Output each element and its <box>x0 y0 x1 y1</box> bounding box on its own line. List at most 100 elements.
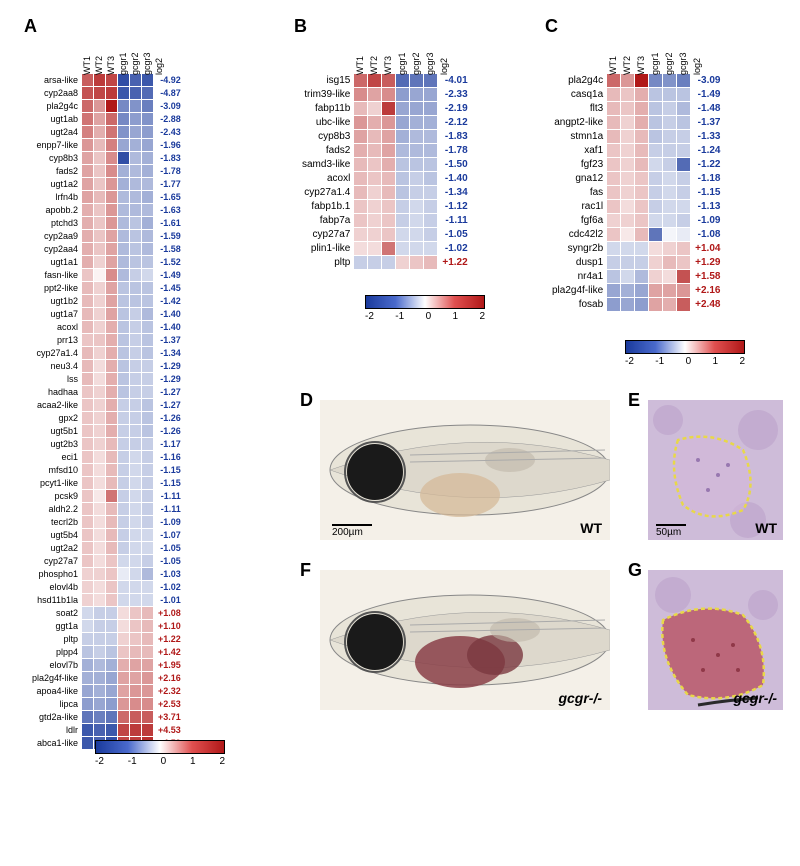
gene-label: ugt1a2 <box>31 178 81 190</box>
column-header: gcgr2 <box>410 31 423 73</box>
heatmap-row: plpp4+1.42 <box>31 646 182 658</box>
heatmap-cell <box>106 230 117 242</box>
heatmap-cell <box>118 698 129 710</box>
heatmap-cell <box>130 412 141 424</box>
panel-e-label: E <box>628 390 640 411</box>
heatmap-row: neu3.4-1.29 <box>31 360 182 372</box>
log2-value: -1.83 <box>438 130 468 143</box>
heatmap-cell <box>607 74 620 87</box>
heatmap-cell <box>663 102 676 115</box>
gene-label: arsa-like <box>31 74 81 86</box>
log2-value: +1.95 <box>154 659 182 671</box>
heatmap-cell <box>649 270 662 283</box>
heatmap-cell <box>677 102 690 115</box>
log2-value: -1.96 <box>154 139 182 151</box>
heatmap-cell <box>106 282 117 294</box>
heatmap-row: pla2g4c-3.09 <box>31 100 182 112</box>
heatmap-row: flt3-1.48 <box>551 102 721 115</box>
heatmap-cell <box>118 711 129 723</box>
heatmap-cell <box>130 555 141 567</box>
heatmap-row: fads2-1.78 <box>31 165 182 177</box>
gene-label: enpp7-like <box>31 139 81 151</box>
heatmap-cell <box>607 284 620 297</box>
heatmap-row: elovl7b+1.95 <box>31 659 182 671</box>
log2-value: +2.53 <box>154 698 182 710</box>
heatmap-cell <box>94 230 105 242</box>
gene-label: lipca <box>31 698 81 710</box>
heatmap-cell <box>94 659 105 671</box>
heatmap-row: fas-1.15 <box>551 186 721 199</box>
gene-label: nr4a1 <box>551 270 606 283</box>
gene-label: trim39-like <box>301 88 353 101</box>
gene-label: pla2g4c <box>31 100 81 112</box>
heatmap-cell <box>635 228 648 241</box>
heatmap-cell <box>382 172 395 185</box>
heatmap-cell <box>94 256 105 268</box>
heatmap-cell <box>663 116 676 129</box>
heatmap-cell <box>649 284 662 297</box>
tick: 0 <box>686 356 692 367</box>
heatmap-cell <box>396 88 409 101</box>
heatmap-row: ugt2a2-1.05 <box>31 542 182 554</box>
scalebar <box>656 524 686 526</box>
heatmap-cell <box>118 464 129 476</box>
log2-value: +1.22 <box>154 633 182 645</box>
heatmap-cell <box>82 321 93 333</box>
heatmap-cell <box>607 242 620 255</box>
heatmap-cell <box>424 200 437 213</box>
heatmap-cell <box>118 724 129 736</box>
heatmap-cell <box>94 646 105 658</box>
heatmap-cell <box>142 477 153 489</box>
heatmap-row: acoxl-1.40 <box>31 321 182 333</box>
gene-label: pltp <box>301 256 353 269</box>
column-header: WT3 <box>382 31 395 73</box>
heatmap-cell <box>354 186 367 199</box>
log2-value: -1.02 <box>154 581 182 593</box>
heatmap-cell <box>368 88 381 101</box>
heatmap-cell <box>607 172 620 185</box>
heatmap-cell <box>118 191 129 203</box>
log2-value: -1.61 <box>154 217 182 229</box>
gene-label: phospho1 <box>31 568 81 580</box>
heatmap-cell <box>118 581 129 593</box>
heatmap-cell <box>142 555 153 567</box>
gene-label: ugt2a2 <box>31 542 81 554</box>
heatmap-cell <box>82 490 93 502</box>
heatmap-cell <box>118 451 129 463</box>
heatmap-cell <box>607 270 620 283</box>
heatmap-cell <box>354 158 367 171</box>
heatmap-cell <box>142 126 153 138</box>
gene-label: ugt1a7 <box>31 308 81 320</box>
heatmap-cell <box>130 464 141 476</box>
heatmap-cell <box>621 88 634 101</box>
heatmap-cell <box>354 172 367 185</box>
heatmap-cell <box>142 399 153 411</box>
heatmap-row: angpt2-like-1.37 <box>551 116 721 129</box>
heatmap-cell <box>82 425 93 437</box>
heatmap-cell <box>410 74 423 87</box>
heatmap-cell <box>621 74 634 87</box>
gene-label: plpp4 <box>31 646 81 658</box>
column-header: WT1 <box>607 31 620 73</box>
log2-value: -1.18 <box>691 172 721 185</box>
heatmap-cell <box>663 270 676 283</box>
heatmap-row: fabp1b.1-1.12 <box>301 200 469 213</box>
heatmap-row: cyp27a7-1.05 <box>31 555 182 567</box>
heatmap-cell <box>82 204 93 216</box>
heatmap-cell <box>106 321 117 333</box>
heatmap-cell <box>130 256 141 268</box>
gene-label: ggt1a <box>31 620 81 632</box>
heatmap-cell <box>677 158 690 171</box>
tick: -2 <box>365 311 374 322</box>
heatmap-cell <box>142 451 153 463</box>
gene-label: casq1a <box>551 88 606 101</box>
heatmap-cell <box>410 102 423 115</box>
heatmap-cell <box>142 308 153 320</box>
column-header: gcgr3 <box>424 31 437 73</box>
tick: -1 <box>655 356 664 367</box>
column-header: WT3 <box>106 31 117 73</box>
heatmap-row: phospho1-1.03 <box>31 568 182 580</box>
heatmap-cell <box>677 172 690 185</box>
heatmap-cell <box>663 172 676 185</box>
log2-value: -1.15 <box>154 477 182 489</box>
